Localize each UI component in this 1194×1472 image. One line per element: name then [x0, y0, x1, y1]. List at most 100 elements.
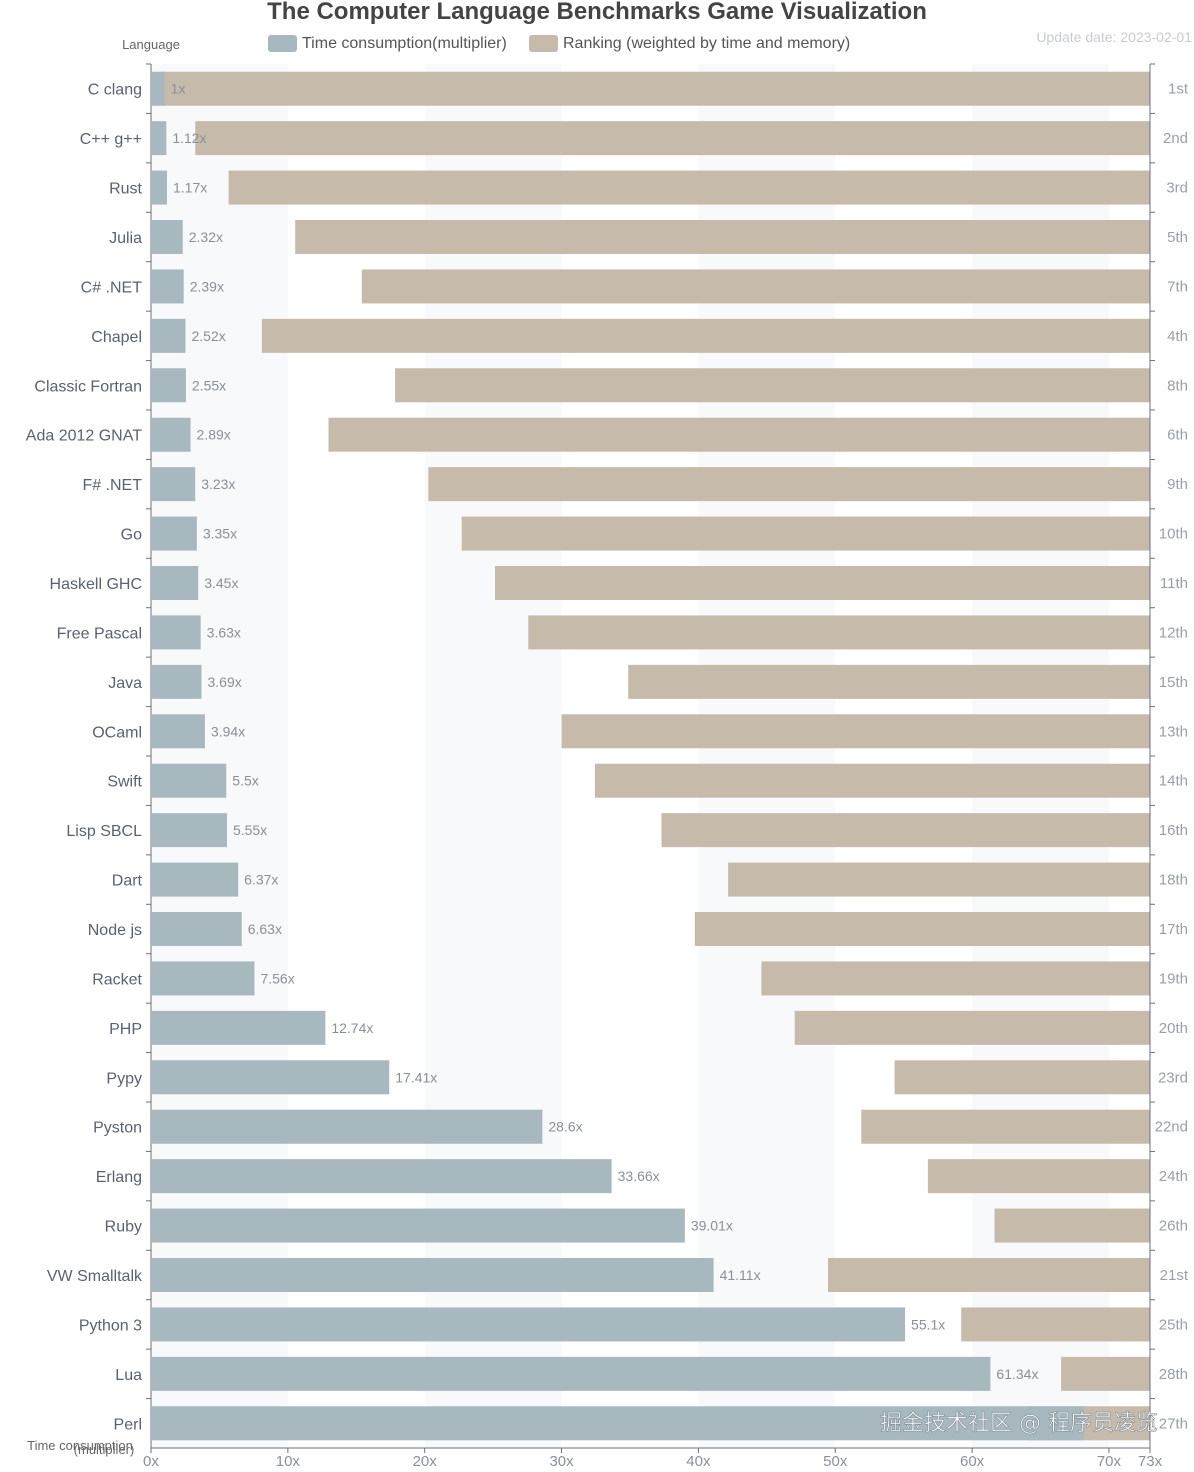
rank-label: 26th — [1159, 1218, 1188, 1235]
time-bar[interactable] — [152, 220, 183, 254]
rank-label: 4th — [1167, 328, 1188, 345]
time-bar[interactable] — [152, 566, 199, 600]
time-bar[interactable] — [152, 1208, 685, 1243]
time-value-label: 1x — [171, 81, 186, 97]
ranking-bars — [162, 71, 1151, 1441]
ranking-bar[interactable] — [528, 615, 1150, 650]
language-label: Pypy — [106, 1070, 142, 1087]
x-axis-name-sub: (multiplier) — [74, 1442, 135, 1457]
ranking-bar[interactable] — [761, 961, 1150, 996]
time-bar[interactable] — [152, 714, 205, 749]
ranking-bar[interactable] — [295, 220, 1150, 254]
language-label: Java — [108, 675, 142, 692]
watermark: 掘金技术社区 @ 程序员凌览 — [880, 1411, 1158, 1436]
time-bar[interactable] — [152, 1258, 714, 1292]
rank-labels: 1st 2nd 3rd 5th 7th 4th 8th 6th 9th 10th 11th 12th 1… — [1155, 81, 1189, 1433]
ranking-bar[interactable] — [395, 368, 1151, 403]
ranking-bar[interactable] — [661, 813, 1151, 848]
time-bar[interactable] — [152, 1159, 612, 1194]
ranking-bar[interactable] — [461, 516, 1150, 551]
time-bar[interactable] — [152, 467, 196, 502]
ranking-bar[interactable] — [828, 1258, 1150, 1292]
y-axis-name: Language — [122, 37, 180, 52]
rank-label: 9th — [1167, 476, 1188, 493]
ranking-bar[interactable] — [861, 1109, 1150, 1144]
time-bar[interactable] — [152, 615, 201, 650]
ranking-bar[interactable] — [961, 1307, 1150, 1342]
ranking-bar[interactable] — [361, 269, 1150, 304]
time-bar[interactable] — [152, 1010, 326, 1045]
time-bar[interactable] — [152, 961, 255, 996]
time-bar[interactable] — [152, 1406, 1085, 1441]
language-label: Free Pascal — [57, 625, 142, 642]
ranking-bar[interactable] — [927, 1159, 1150, 1194]
time-bar[interactable] — [152, 813, 227, 848]
x-tick-label: 40x — [686, 1453, 711, 1470]
legend-entry-time[interactable]: Time consumption(multiplier) — [268, 35, 507, 52]
rank-label: 19th — [1159, 970, 1188, 987]
ranking-bar[interactable] — [728, 862, 1150, 897]
ranking-bar[interactable] — [1061, 1356, 1150, 1391]
time-bar[interactable] — [152, 763, 227, 798]
ranking-bar[interactable] — [994, 1208, 1151, 1243]
time-bar[interactable] — [152, 318, 186, 353]
time-value-label: 33.66x — [618, 1168, 660, 1184]
ranking-bar[interactable] — [561, 714, 1150, 749]
time-bars — [152, 71, 1085, 1441]
time-bar[interactable] — [152, 1109, 543, 1144]
time-bar[interactable] — [152, 1060, 390, 1095]
ranking-bar[interactable] — [495, 566, 1150, 600]
time-value-label: 2.52x — [191, 328, 225, 344]
time-value-label: 55.1x — [911, 1316, 945, 1332]
time-bar[interactable] — [152, 862, 239, 897]
row-ticks — [146, 63, 1155, 1400]
time-bar[interactable] — [152, 121, 167, 156]
ranking-bar[interactable] — [628, 664, 1150, 699]
time-value-label: 5.5x — [232, 773, 258, 789]
ranking-bar[interactable] — [328, 417, 1151, 452]
ranking-bar[interactable] — [794, 1010, 1150, 1045]
ranking-bar[interactable] — [694, 912, 1150, 946]
time-value-label: 12.74x — [331, 1020, 373, 1036]
time-value-label: 6.37x — [244, 872, 278, 888]
time-bar[interactable] — [152, 170, 168, 205]
ranking-bar[interactable] — [162, 71, 1150, 106]
time-value-label: 7.56x — [260, 970, 294, 986]
language-label: Swift — [107, 774, 142, 791]
ranking-bar[interactable] — [594, 763, 1150, 798]
x-tick-label: 70x — [1097, 1453, 1122, 1470]
time-bar[interactable] — [152, 1356, 991, 1391]
language-label: Ada 2012 GNAT — [26, 428, 142, 445]
legend-entry-ranking[interactable]: Ranking (weighted by time and memory) — [529, 35, 850, 52]
legend[interactable]: Time consumption(multiplier) Ranking (we… — [268, 35, 850, 52]
ranking-bar[interactable] — [261, 318, 1150, 353]
rank-label: 20th — [1159, 1020, 1188, 1037]
time-value-label: 6.63x — [248, 921, 282, 937]
rank-label: 2nd — [1163, 130, 1188, 147]
rank-label: 23rd — [1158, 1069, 1188, 1086]
time-bar[interactable] — [152, 71, 165, 106]
time-bar[interactable] — [152, 516, 197, 551]
language-label: Racket — [92, 971, 142, 988]
ranking-bar[interactable] — [428, 467, 1150, 502]
time-bar[interactable] — [152, 269, 184, 304]
rank-label: 10th — [1159, 526, 1188, 543]
ranking-bar[interactable] — [894, 1060, 1150, 1095]
rank-label: 5th — [1167, 229, 1188, 246]
x-tick-label: 60x — [960, 1453, 985, 1470]
legend-label-time: Time consumption(multiplier) — [302, 35, 507, 52]
time-bar[interactable] — [152, 912, 242, 946]
time-bar[interactable] — [152, 1307, 906, 1342]
ranking-bar[interactable] — [228, 170, 1151, 205]
rank-label: 21st — [1160, 1267, 1189, 1284]
ranking-bar[interactable] — [195, 121, 1151, 156]
rank-label: 6th — [1167, 427, 1188, 444]
rank-label: 15th — [1159, 674, 1188, 691]
language-label: Go — [121, 527, 142, 544]
legend-label-ranking: Ranking (weighted by time and memory) — [563, 35, 850, 52]
time-bar[interactable] — [152, 417, 191, 452]
time-bar[interactable] — [152, 368, 186, 403]
language-label: Node js — [88, 922, 142, 939]
time-bar[interactable] — [152, 664, 202, 699]
x-tick-label: 20x — [413, 1453, 438, 1470]
